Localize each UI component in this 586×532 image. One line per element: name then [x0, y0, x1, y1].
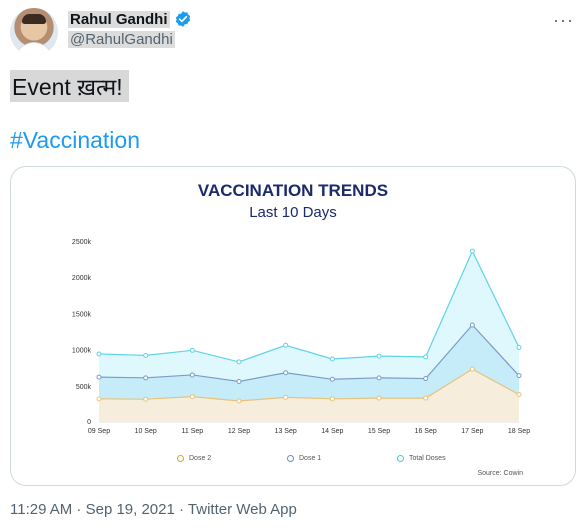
legend-label: Dose 1 [299, 455, 322, 462]
data-point [236, 378, 242, 384]
legend-item: Dose 1 [287, 455, 321, 462]
series-line-2 [98, 368, 520, 402]
y-tick-label: 500k [76, 384, 92, 391]
chart-source: Source: Cowin [477, 470, 523, 477]
verified-badge-icon [175, 11, 190, 27]
data-point [143, 375, 149, 381]
legend-item: Total Doses [397, 455, 446, 462]
avatar[interactable] [10, 8, 58, 56]
x-tick-label: 14 Sep [321, 428, 343, 435]
data-point [516, 373, 522, 379]
data-point [236, 359, 242, 365]
data-point [283, 370, 289, 376]
y-tick-label: 2000k [72, 275, 92, 282]
data-point [329, 396, 335, 402]
avatar-shirt [16, 42, 52, 56]
vaccination-chart: 0 500k 1000k 1500k 2000k 2500k 09 Sep 10 Sep 11 … [72, 239, 530, 435]
x-tick-label: 17 Sep [461, 428, 483, 435]
data-point [96, 374, 102, 380]
legend-dot [177, 455, 184, 462]
data-point [516, 344, 522, 350]
data-point [469, 322, 475, 328]
user-handle[interactable]: @RahulGandhi [68, 31, 175, 48]
data-point [189, 372, 195, 378]
data-point [283, 342, 289, 348]
tweet-timestamp[interactable]: 11:29 AM · Sep 19, 2021 · Twitter Web Ap… [10, 501, 297, 518]
data-point [189, 394, 195, 400]
data-point [376, 375, 382, 381]
data-point [96, 396, 102, 402]
media-card[interactable]: VACCINATION TRENDS Last 10 Days 0 500k 100… [10, 166, 576, 486]
data-point [143, 352, 149, 358]
data-point [376, 395, 382, 401]
data-point [189, 347, 195, 353]
avatar-hair [22, 14, 46, 24]
x-tick-label: 11 Sep [181, 428, 203, 435]
hashtag-link[interactable]: #Vaccination [10, 127, 140, 153]
more-options-icon[interactable]: ··· [553, 10, 574, 30]
data-point [96, 351, 102, 357]
series-line-1 [98, 324, 520, 383]
chart-subtitle: Last 10 Days [249, 204, 337, 221]
data-point [283, 394, 289, 400]
data-point [236, 398, 242, 404]
y-tick-label: 0 [87, 419, 91, 426]
author-row: Rahul Gandhi [68, 10, 192, 28]
y-tick-label: 1000k [72, 348, 92, 355]
y-tick-label: 1500k [72, 311, 92, 318]
data-point [423, 354, 429, 360]
legend-label: Dose 2 [189, 455, 212, 462]
data-point [516, 391, 522, 397]
series-area-2 [99, 369, 519, 422]
x-tick-label: 09 Sep [88, 428, 110, 435]
data-point [329, 376, 335, 382]
legend-item: Dose 2 [177, 455, 211, 462]
series-line-0 [98, 249, 520, 363]
x-tick-label: 10 Sep [135, 428, 157, 435]
data-point [423, 376, 429, 382]
x-tick-label: 15 Sep [368, 428, 390, 435]
legend-dot [397, 455, 404, 462]
legend-label: Total Doses [409, 455, 446, 462]
x-tick-label: 18 Sep [508, 428, 530, 435]
x-tick-label: 16 Sep [415, 428, 437, 435]
data-point [376, 353, 382, 359]
display-name[interactable]: Rahul Gandhi [68, 10, 170, 28]
data-point [469, 366, 475, 372]
legend-dot [287, 455, 294, 462]
x-tick-label: 12 Sep [228, 428, 250, 435]
data-point [143, 396, 149, 402]
data-point [423, 395, 429, 401]
data-point [469, 248, 475, 254]
chart-title: VACCINATION TRENDS [197, 181, 389, 200]
tweet-text: Event ख़त्म! [10, 70, 129, 102]
y-tick-label: 2500k [72, 239, 92, 246]
data-point [329, 356, 335, 362]
x-tick-label: 13 Sep [275, 428, 297, 435]
